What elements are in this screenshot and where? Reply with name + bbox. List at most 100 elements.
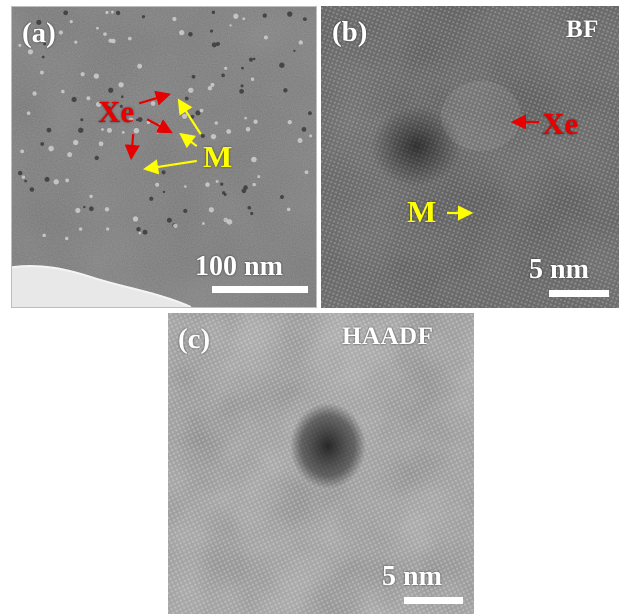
cavity-dot	[208, 207, 214, 213]
cavity-dot	[115, 10, 121, 16]
cavity-dot	[166, 217, 172, 223]
cavity-dot	[83, 205, 86, 209]
cavity-dot	[105, 10, 109, 15]
cavity-dot	[214, 121, 218, 125]
cavity-dot	[297, 138, 303, 143]
cavity-dot	[173, 223, 178, 229]
cavity-dot	[243, 185, 248, 190]
cavity-dot	[138, 231, 142, 235]
cavity-dot	[247, 205, 252, 210]
cavity-dot	[293, 49, 296, 53]
cavity-dot	[279, 62, 285, 68]
cavity-dot	[21, 175, 26, 179]
cavity-dot	[223, 193, 227, 197]
cavity-dot	[210, 133, 217, 140]
cavity-dot	[244, 116, 247, 120]
cavity-dot	[304, 170, 309, 175]
cavity-dot	[95, 101, 102, 107]
cavity-dot	[158, 123, 163, 128]
cavity-dot	[229, 24, 232, 27]
cavity-dot	[29, 187, 35, 192]
panel-b-bf-image: (b) BF Xe M 5 nm	[321, 6, 619, 308]
cavity-dot	[201, 222, 205, 225]
cavity-dot	[250, 211, 254, 216]
panel-a-tem-image: (a) Xe M 100 nm	[11, 6, 317, 308]
cavity-dot	[32, 91, 37, 96]
cavity-dot	[199, 108, 204, 113]
scale-label-b: 5 nm	[529, 254, 589, 285]
cavity-dot	[98, 141, 104, 147]
cavity-dot	[63, 10, 69, 16]
cavity-dot	[58, 30, 63, 35]
cavity-dot	[26, 111, 31, 115]
cavity-dot	[215, 179, 219, 183]
cavity-dot	[211, 10, 216, 15]
cavity-dot	[257, 175, 261, 179]
cavity-dot	[263, 35, 268, 40]
panel-c-micrograph	[168, 313, 474, 614]
cavity-dot	[78, 227, 83, 231]
cavity-dot	[146, 120, 151, 125]
cavity-dot	[298, 40, 303, 45]
cavity-dot	[184, 96, 189, 101]
cavity-dot	[120, 95, 124, 98]
cavity-dot	[224, 66, 228, 70]
cavity-dot	[44, 176, 50, 182]
cavity-dot	[250, 77, 255, 81]
cavity-dot	[128, 36, 132, 41]
cavity-dot	[172, 16, 177, 22]
cavity-dot	[24, 179, 28, 183]
cavity-dot	[61, 89, 65, 94]
cavity-dot	[75, 207, 81, 214]
cavity-dot	[133, 127, 140, 134]
cavity-dot	[40, 142, 45, 146]
xe-label: Xe	[542, 106, 579, 141]
cavity-dot	[155, 130, 159, 134]
cavity-dot	[210, 82, 215, 87]
cavity-dot	[251, 156, 257, 163]
cavity-dot	[248, 57, 254, 62]
cavity-dot	[111, 10, 114, 14]
cavity-dot	[287, 119, 292, 125]
cavity-dot	[108, 87, 114, 93]
m-label: M	[407, 194, 437, 229]
cavity-dot	[94, 155, 99, 161]
cavity-dot	[106, 227, 110, 231]
cavity-dot	[179, 29, 185, 36]
cavity-dot	[200, 133, 205, 139]
cavity-dot	[132, 216, 139, 222]
cavity-dot	[48, 145, 54, 152]
cavity-dot	[43, 42, 47, 46]
cavity-dot	[209, 29, 214, 33]
cavity-dot	[67, 152, 73, 158]
cavity-dot	[252, 57, 256, 61]
cavity-dot	[137, 117, 143, 123]
cavity-dot	[18, 43, 22, 47]
cavity-dot	[220, 182, 224, 186]
panel-label-a: (a)	[22, 17, 56, 49]
cavity-dot	[36, 19, 42, 25]
cavity-dot	[252, 182, 256, 187]
cavity-dot	[262, 13, 267, 18]
cavity-dot	[188, 32, 193, 37]
cavity-dot	[253, 119, 258, 124]
cavity-dot	[308, 111, 312, 116]
cavity-dot	[221, 73, 225, 78]
cavity-dot	[111, 38, 116, 44]
cavity-dot	[80, 118, 84, 122]
cavity-dot	[103, 32, 107, 36]
scale-bar-a	[212, 286, 308, 293]
cavity-dot	[88, 206, 94, 212]
cavity-dot	[162, 190, 166, 194]
cavity-dot	[233, 13, 239, 19]
cavity-dot	[161, 170, 166, 175]
cavity-dot	[184, 185, 187, 188]
cavity-dot	[27, 49, 34, 55]
cavity-dot	[309, 134, 313, 138]
cavity-dot	[240, 84, 244, 88]
cavity-dot	[211, 42, 217, 48]
cavity-dot	[106, 127, 112, 133]
cavity-dot	[226, 129, 232, 134]
xe-label: Xe	[98, 94, 135, 129]
cavity-dot	[128, 117, 134, 123]
